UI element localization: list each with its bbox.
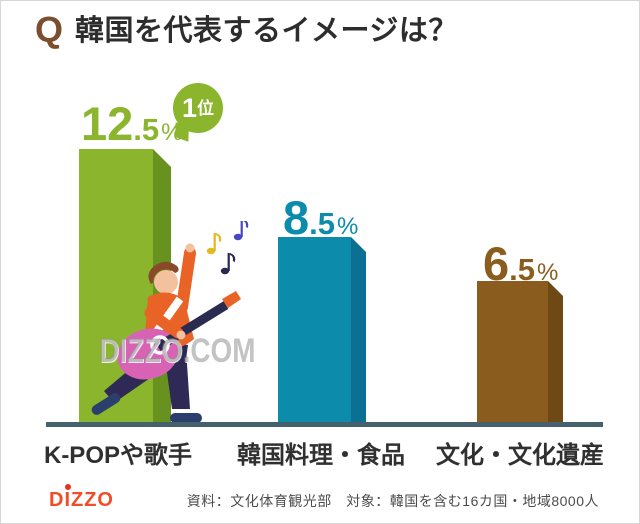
source-text: 資料：文化体育観光部 対象：韓国を含む16カ国・地域8000人 xyxy=(186,493,599,509)
bar-culture xyxy=(477,281,563,424)
guitar-soundhole xyxy=(150,335,170,355)
x-axis-line xyxy=(46,422,603,427)
bar-value-culture: 6.5% xyxy=(483,237,559,290)
musician-hand xyxy=(185,243,195,253)
musician-hand xyxy=(176,330,186,340)
header: Q 韓国を代表するイメージは？ xyxy=(35,11,458,51)
musician-arm xyxy=(176,247,196,313)
dizzo-logo-text: DIZZO xyxy=(49,489,114,511)
logo-dot xyxy=(65,484,71,490)
musician-shoe xyxy=(170,413,202,423)
bar-food-side xyxy=(351,237,366,424)
bar-value-kpop: 12.5% xyxy=(81,97,183,150)
category-label-culture: 文化・文化遺産 xyxy=(436,442,604,469)
guitar-headstock xyxy=(222,291,241,308)
guitar-neck xyxy=(155,301,229,351)
music-note-icon xyxy=(220,253,236,275)
category-label-food: 韓国料理・食品 xyxy=(237,442,405,469)
music-note-icon xyxy=(233,221,249,241)
bar-food-front xyxy=(278,237,351,424)
rank-number: 1 xyxy=(181,92,198,123)
rank-unit: 位 xyxy=(197,98,215,118)
category-label-kpop: K-POPや歌手 xyxy=(43,442,192,469)
q-mark: Q xyxy=(35,9,64,50)
musician-head xyxy=(154,270,178,294)
musician-arm xyxy=(144,307,184,339)
bar-value-food: 8.5% xyxy=(283,191,359,244)
musician-illustration xyxy=(91,221,249,423)
watermark: DIZZO.COM xyxy=(99,332,256,370)
dizzo-logo: DIZZO xyxy=(49,484,114,512)
musician-shoe xyxy=(91,393,121,415)
bar-food xyxy=(278,237,366,424)
bar-culture-front xyxy=(477,281,548,424)
music-note-icon xyxy=(206,233,222,255)
bar-culture-side xyxy=(548,281,563,424)
page-title: 韓国を代表するイメージは？ xyxy=(75,15,458,47)
musician-hair xyxy=(148,261,179,284)
